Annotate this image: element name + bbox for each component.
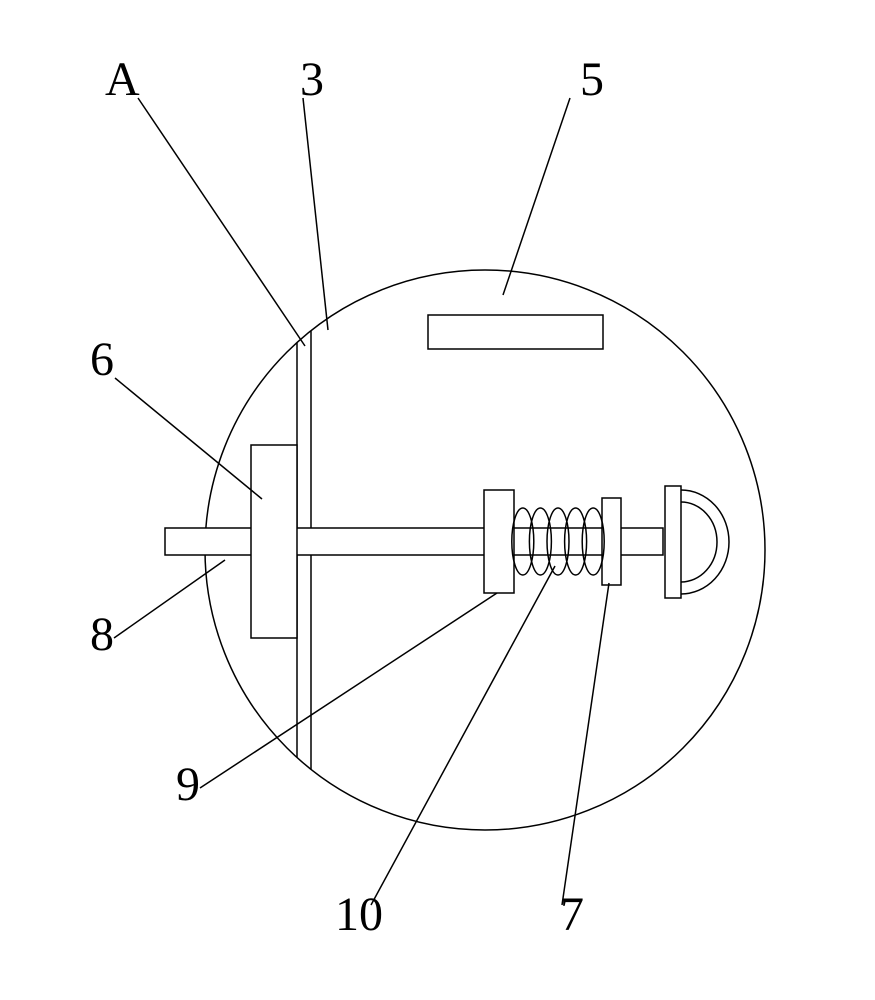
leader-line-10 [371,566,555,905]
label-A: A [105,53,140,106]
leader-line-3 [303,98,328,330]
handle-outer-arc [681,490,729,594]
leader-line-9 [200,593,497,788]
label-9: 9 [176,758,200,811]
label-3: 3 [300,53,324,106]
left-tall-rect [251,445,297,638]
leader-line-A [138,98,305,346]
leader-line-7 [562,583,609,905]
label-10: 10 [335,888,383,941]
label-6: 6 [90,333,114,386]
leader-line-6 [115,378,262,499]
top-rect [428,315,603,349]
left-stop [484,490,514,593]
leader-line-5 [503,98,570,295]
label-5: 5 [580,53,604,106]
shaft [165,528,663,555]
label-7: 7 [560,888,584,941]
handle-inner-arc [681,502,717,582]
label-8: 8 [90,608,114,661]
leader-line-8 [114,560,225,638]
handle-plate [665,486,681,598]
